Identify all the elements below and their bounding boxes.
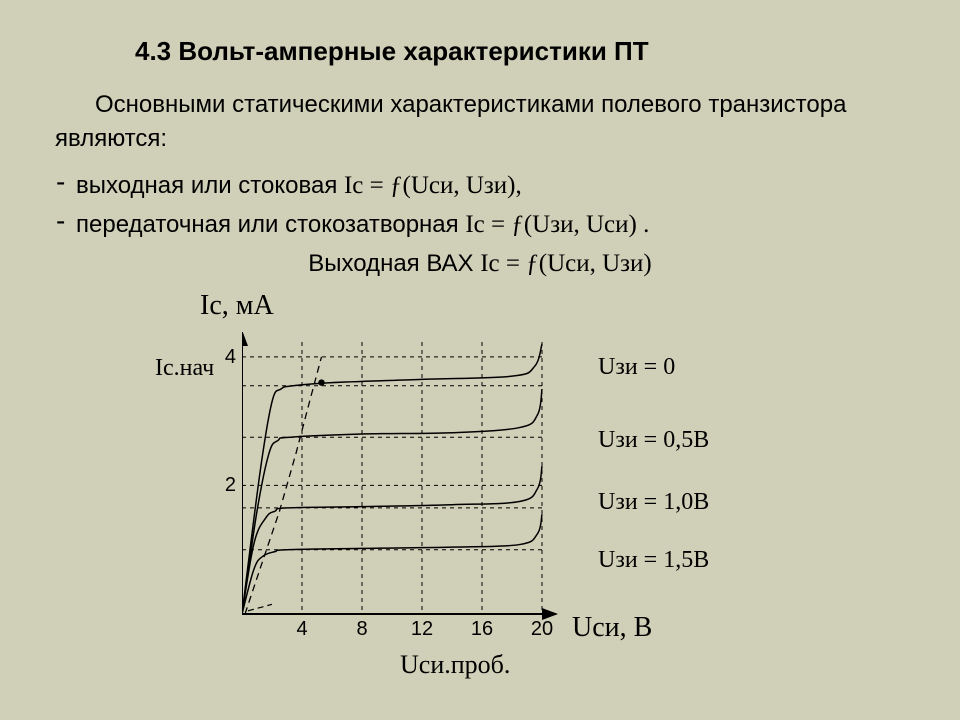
- y-tick: 2: [206, 474, 236, 497]
- curve-label: Uзи = 1,5В: [598, 547, 709, 574]
- bullet-2: передаточная или стокозатворная Iс = ƒ(U…: [76, 211, 649, 239]
- bullet-1-text: выходная или стоковая: [76, 172, 344, 199]
- x-tick: 16: [466, 618, 498, 641]
- bullet-dash: -: [56, 166, 65, 198]
- x-tick: 12: [406, 618, 438, 641]
- bullet-1: выходная или стоковая Iс = ƒ(Uси, Uзи),: [76, 172, 522, 200]
- chart-caption-formula: Iс = ƒ(Uси, Uзи): [480, 250, 652, 277]
- output-iv-chart: [242, 332, 542, 642]
- x-tick: 4: [286, 618, 318, 641]
- y-axis-label: Iс, мА: [200, 290, 274, 322]
- x-tick: 8: [346, 618, 378, 641]
- bullet-1-formula: Iс = ƒ(Uси, Uзи),: [344, 172, 522, 199]
- bullet-2-text: передаточная или стокозатворная: [76, 211, 465, 238]
- chart-caption-plain: Выходная ВАХ: [308, 250, 480, 277]
- x-tick: 20: [526, 618, 558, 641]
- bullet-dash: -: [56, 205, 65, 237]
- bullet-2-formula: Iс = ƒ(Uзи, Uси) .: [465, 211, 649, 238]
- y-tick: 4: [206, 346, 236, 369]
- section-heading: 4.3 Вольт-амперные характеристики ПТ: [135, 36, 649, 67]
- intro-paragraph: Основными статическими характеристиками …: [55, 88, 895, 155]
- curve-label: Uзи = 0,5В: [598, 427, 709, 454]
- curve-label: Uзи = 1,0В: [598, 489, 709, 516]
- curve-label: Uзи = 0: [598, 354, 675, 381]
- x-axis-label: Uси, В: [572, 612, 652, 644]
- chart-caption: Выходная ВАХ Iс = ƒ(Uси, Uзи): [0, 250, 960, 278]
- breakdown-label: Uси.проб.: [400, 650, 510, 680]
